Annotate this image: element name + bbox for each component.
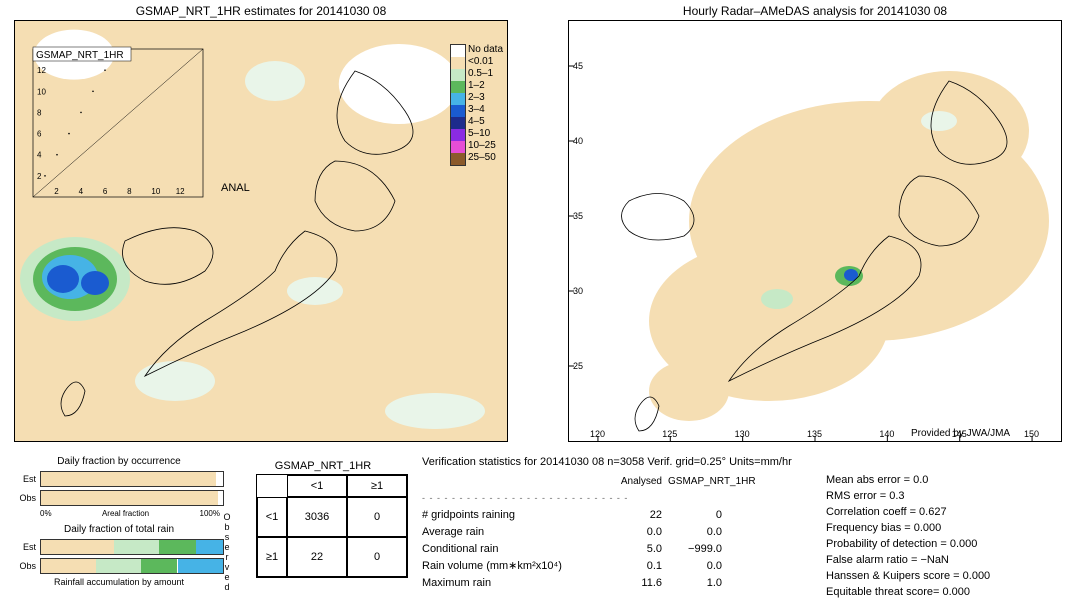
axis-100: 100% <box>200 509 220 518</box>
tot-obs-bar <box>40 558 224 574</box>
stats-row: Rain volume (mm∗km²x10⁴) 0.1 0.0 <box>422 558 812 575</box>
ct-row-ge1: ≥1 <box>257 537 287 577</box>
ct-col-lt1: <1 <box>287 475 347 497</box>
metric-line: Probability of detection = 0.000 <box>826 536 1066 552</box>
obs-label: Obs <box>14 493 36 503</box>
svg-text:GSMAP_NRT_1HR: GSMAP_NRT_1HR <box>36 50 124 61</box>
ct-r2c1: 22 <box>287 537 347 577</box>
stats-row: Maximum rain 11.6 1.0 <box>422 575 812 592</box>
svg-text:8: 8 <box>37 108 42 117</box>
svg-text:10: 10 <box>151 187 160 196</box>
svg-text:6: 6 <box>37 130 42 139</box>
ct-r1c2: 0 <box>347 497 407 537</box>
occ-est-bar <box>40 471 224 487</box>
svg-text:8: 8 <box>127 187 132 196</box>
svg-text:4: 4 <box>79 187 84 196</box>
obs-label-2: Obs <box>14 561 36 571</box>
stats-row: # gridpoints raining 22 0 <box>422 507 812 524</box>
col-analysed: Analysed <box>602 473 662 490</box>
right-map-panel: Hourly Radar–AMeDAS analysis for 2014103… <box>568 4 1062 442</box>
observed-vertical-label: Observed <box>222 512 232 592</box>
tot-est-bar <box>40 539 224 555</box>
contingency-table: GSMAP_NRT_1HR <1 ≥1 <1 3036 0 ≥1 22 0 <box>238 454 408 600</box>
est-label-2: Est <box>14 542 36 552</box>
metric-line: Hanssen & Kuipers score = 0.000 <box>826 568 1066 584</box>
ct-row-lt1: <1 <box>257 497 287 537</box>
ct-col-ge1: ≥1 <box>347 475 407 497</box>
axis-areal: Areal fraction <box>102 509 149 518</box>
svg-text:2: 2 <box>54 187 59 196</box>
ct-r1c1: 3036 <box>287 497 347 537</box>
svg-text:40: 40 <box>573 136 583 146</box>
stats-row: Average rain 0.0 0.0 <box>422 524 812 541</box>
occ-est-row: Est <box>14 471 224 487</box>
svg-text:30: 30 <box>573 286 583 296</box>
occ-axis: 0% Areal fraction 100% <box>40 509 220 518</box>
fraction-total-title: Daily fraction of total rain <box>14 524 224 535</box>
svg-text:35: 35 <box>573 211 583 221</box>
metric-line: Correlation coeff = 0.627 <box>826 504 1066 520</box>
metric-line: Frequency bias = 0.000 <box>826 520 1066 536</box>
svg-text:4: 4 <box>37 151 42 160</box>
occ-obs-row: Obs <box>14 490 224 506</box>
stats-block: Verification statistics for 20141030 08 … <box>422 454 812 600</box>
svg-text:45: 45 <box>573 61 583 71</box>
ct-blank <box>257 475 287 497</box>
right-map-chart: 2530354045120125130135140145150Provided … <box>568 20 1062 442</box>
svg-text:10: 10 <box>37 87 46 96</box>
axis-0: 0% <box>40 509 52 518</box>
color-legend: No data<0.010.5–11–22–33–44–55–1010–2525… <box>450 44 514 166</box>
svg-text:2: 2 <box>37 172 42 181</box>
stats-header-line: Verification statistics for 20141030 08 … <box>422 454 812 471</box>
metric-line: Mean abs error = 0.0 <box>826 472 1066 488</box>
left-map-title: GSMAP_NRT_1HR estimates for 20141030 08 <box>14 4 508 18</box>
svg-text:12: 12 <box>176 187 185 196</box>
svg-text:ANAL: ANAL <box>221 182 250 194</box>
accum-caption: Rainfall accumulation by amount <box>14 577 224 587</box>
occ-obs-bar <box>40 490 224 506</box>
bottom-row: Daily fraction by occurrence Est Obs 0% … <box>0 450 1080 600</box>
fraction-occurrence-title: Daily fraction by occurrence <box>14 456 224 467</box>
metrics-block: Mean abs error = 0.0RMS error = 0.3Corre… <box>826 472 1066 600</box>
metric-line: False alarm ratio = −NaN <box>826 552 1066 568</box>
ct-r2c2: 0 <box>347 537 407 577</box>
est-label: Est <box>14 474 36 484</box>
col-product: GSMAP_NRT_1HR <box>662 473 722 490</box>
svg-text:6: 6 <box>103 187 108 196</box>
svg-text:25: 25 <box>573 361 583 371</box>
dashed-rule: - - - - - - - - - - - - - - - - - - - - … <box>422 490 812 507</box>
left-map-panel: GSMAP_NRT_1HR estimates for 20141030 08 … <box>14 4 508 442</box>
metric-line: Equitable threat score= 0.000 <box>826 584 1066 600</box>
tot-est-row: Est <box>14 539 224 555</box>
left-map-chart: 2 4 6 8 10 12 2 4 6 8 10 12 GSMAP_NRT_1HR ANAL <box>14 20 508 442</box>
right-map-title: Hourly Radar–AMeDAS analysis for 2014103… <box>568 4 1062 18</box>
ct-product: GSMAP_NRT_1HR <box>238 460 408 472</box>
metric-line: RMS error = 0.3 <box>826 488 1066 504</box>
tot-obs-row: Obs <box>14 558 224 574</box>
fraction-bars-block: Daily fraction by occurrence Est Obs 0% … <box>14 454 224 600</box>
svg-text:Provided by JWA/JMA: Provided by JWA/JMA <box>911 428 1010 439</box>
maps-row: GSMAP_NRT_1HR estimates for 20141030 08 … <box>0 0 1080 442</box>
stats-row: Conditional rain 5.0 −999.0 <box>422 541 812 558</box>
svg-text:12: 12 <box>37 66 46 75</box>
